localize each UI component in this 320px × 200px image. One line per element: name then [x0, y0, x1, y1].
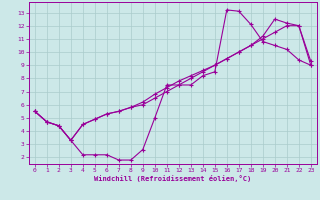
X-axis label: Windchill (Refroidissement éolien,°C): Windchill (Refroidissement éolien,°C): [94, 175, 252, 182]
